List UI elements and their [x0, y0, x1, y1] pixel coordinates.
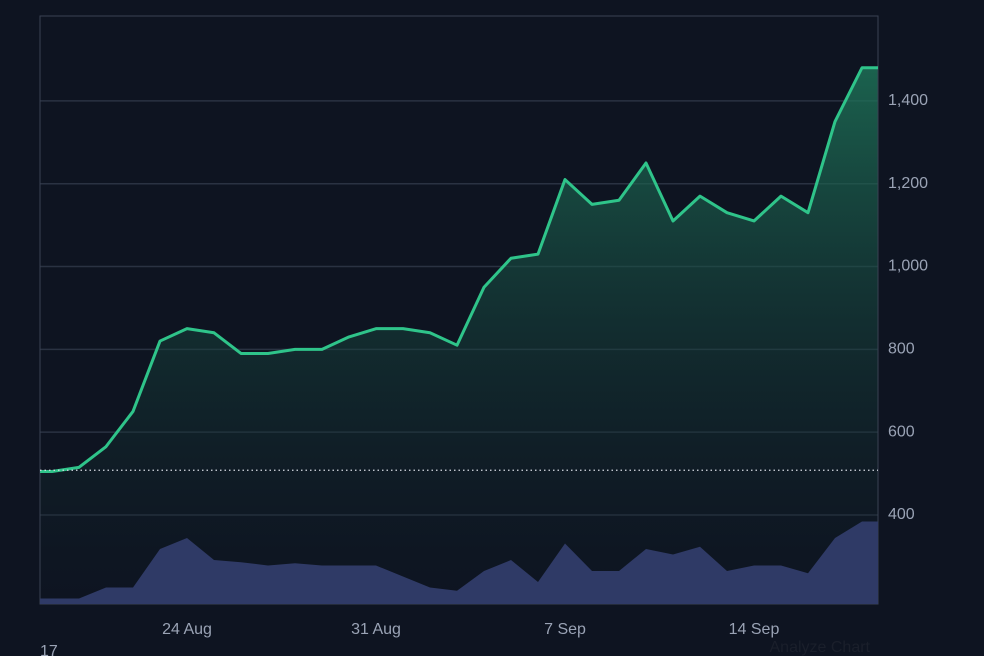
x-tick-label: 31 Aug	[351, 621, 401, 638]
y-tick-label: 1,000	[888, 258, 928, 275]
y-tick-label: 1,200	[888, 175, 928, 192]
x-tick-label: 24 Aug	[162, 621, 212, 638]
x-tick-label: 7 Sep	[544, 621, 586, 638]
price-area	[40, 67, 878, 605]
analyze-link[interactable]: Analyze Chart	[770, 639, 871, 656]
price-line	[40, 66, 878, 473]
y-tick-label: 800	[888, 341, 915, 358]
y-tick-label: 600	[888, 423, 915, 440]
footer-left: 17	[40, 643, 58, 656]
volume-area	[40, 521, 878, 604]
y-tick-label: 400	[888, 506, 915, 523]
x-tick-label: 14 Sep	[729, 621, 780, 638]
y-tick-label: 1,400	[888, 92, 928, 109]
